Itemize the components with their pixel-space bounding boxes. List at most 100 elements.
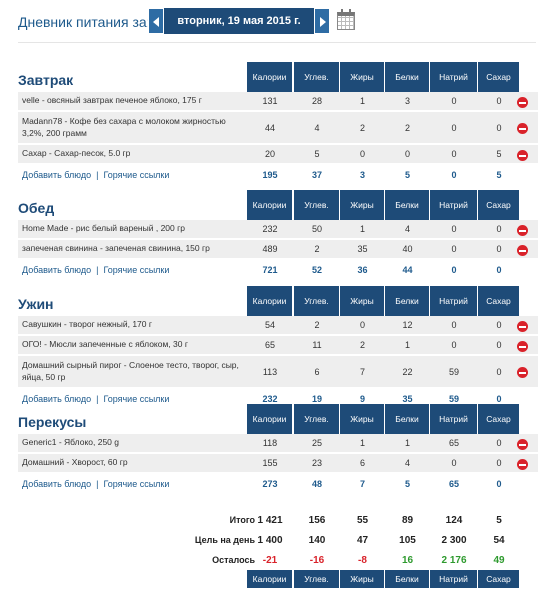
food-protein: 22 (385, 356, 430, 387)
summary-goal-fat: 47 (340, 530, 385, 550)
meal-total-carbs: 48 (294, 474, 340, 494)
food-sugar: 0 (478, 356, 520, 387)
delete-icon[interactable] (517, 321, 528, 332)
food-calories: 20 (247, 145, 293, 163)
meal-title: Завтрак (18, 72, 73, 88)
quick-links-link[interactable]: Горячие ссылки (103, 394, 169, 404)
food-name[interactable]: Савушкин - творог нежный, 170 г (22, 316, 246, 334)
food-sugar: 0 (478, 454, 520, 472)
delete-icon[interactable] (517, 123, 528, 134)
column-header-protein: Белки (385, 404, 430, 434)
food-name-text: velle - овсяный завтрак печеное яблоко, … (22, 95, 202, 106)
summary-total-sodium: 124 (430, 510, 478, 530)
meal-header: Завтрак Калории Углев. Жиры Белки Натрий Сахар (18, 62, 538, 92)
quick-links-link[interactable]: Горячие ссылки (103, 170, 169, 180)
meal-total-carbs: 52 (294, 260, 340, 280)
food-carbs: 4 (294, 112, 340, 143)
delete-icon[interactable] (517, 225, 528, 236)
column-header-sugar: Сахар (478, 286, 520, 316)
food-protein: 1 (385, 336, 430, 354)
summary-goal-protein: 105 (385, 530, 430, 550)
add-food-link[interactable]: Добавить блюдо (22, 170, 91, 180)
delete-icon[interactable] (517, 439, 528, 450)
meal-total-sodium: 0 (430, 165, 478, 185)
food-name-text: Generic1 - Яблоко, 250 g (22, 437, 119, 448)
column-header-protein: Белки (385, 62, 430, 92)
food-sodium: 0 (430, 112, 478, 143)
footer-header-sugar: Сахар (478, 570, 520, 588)
food-name[interactable]: Madann78 - Кофе без сахара с молоком жир… (22, 112, 246, 143)
food-name[interactable]: Generic1 - Яблоко, 250 g (22, 434, 246, 452)
column-header-carbs: Углев. (294, 286, 340, 316)
food-name[interactable]: Домашний сырный пирог - Слоеное тесто, т… (22, 356, 246, 387)
column-header-protein: Белки (385, 286, 430, 316)
meal-total-protein: 44 (385, 260, 430, 280)
food-name-text: Савушкин - творог нежный, 170 г (22, 319, 152, 330)
link-separator: | (96, 394, 98, 404)
delete-icon[interactable] (517, 341, 528, 352)
summary-remaining-row: Осталось -21 -16 -8 16 2 176 49 (18, 550, 538, 570)
quick-links-link[interactable]: Горячие ссылки (103, 265, 169, 275)
food-sodium: 0 (430, 240, 478, 258)
food-carbs: 25 (294, 434, 340, 452)
food-fat: 1 (340, 434, 385, 452)
add-food-link[interactable]: Добавить блюдо (22, 479, 91, 489)
food-row: Домашний - Хворост, 60 гр 155 23 6 4 0 0 (18, 454, 538, 474)
summary-left-sodium: 2 176 (430, 550, 478, 570)
meal-totals-row: Добавить блюдо | Горячие ссылки 195 37 3 5 0 5 (18, 165, 538, 185)
delete-icon[interactable] (517, 97, 528, 108)
food-row: velle - овсяный завтрак печеное яблоко, … (18, 92, 538, 112)
summary-goal-row: Цель на день 1 400 140 47 105 2 300 54 (18, 530, 538, 550)
footer-column-headers: Калории Углев. Жиры Белки Натрий Сахар (18, 570, 538, 588)
delete-icon[interactable] (517, 367, 528, 378)
quick-links-link[interactable]: Горячие ссылки (103, 479, 169, 489)
meal-total-carbs: 37 (294, 165, 340, 185)
food-sodium: 59 (430, 356, 478, 387)
food-name[interactable]: Сахар - Сахар-песок, 5.0 гр (22, 145, 246, 163)
food-fat: 0 (340, 145, 385, 163)
meal-total-sodium: 65 (430, 474, 478, 494)
food-protein: 4 (385, 454, 430, 472)
column-header-calories: Калории (247, 286, 293, 316)
column-header-calories: Калории (247, 190, 293, 220)
food-name[interactable]: Home Made - рис белый вареный , 200 гр (22, 220, 246, 238)
add-food-link[interactable]: Добавить блюдо (22, 265, 91, 275)
next-day-button[interactable] (314, 8, 330, 34)
food-name[interactable]: ОГО! - Мюсли запеченные с яблоком, 30 г (22, 336, 246, 354)
food-fat: 6 (340, 454, 385, 472)
meal-total-fat: 36 (340, 260, 385, 280)
column-header-fat: Жиры (340, 404, 385, 434)
food-name[interactable]: Домашний - Хворост, 60 гр (22, 454, 246, 472)
link-separator: | (96, 265, 98, 275)
food-fat: 1 (340, 92, 385, 110)
meal-total-sodium: 0 (430, 260, 478, 280)
add-food-link[interactable]: Добавить блюдо (22, 394, 91, 404)
meal-total-fat: 3 (340, 165, 385, 185)
summary-total-carbs: 156 (294, 510, 340, 530)
delete-icon[interactable] (517, 150, 528, 161)
column-header-sodium: Натрий (430, 286, 478, 316)
food-sodium: 0 (430, 454, 478, 472)
column-header-fat: Жиры (340, 62, 385, 92)
prev-day-button[interactable] (148, 8, 164, 34)
delete-icon[interactable] (517, 245, 528, 256)
food-fat: 35 (340, 240, 385, 258)
food-sugar: 0 (478, 434, 520, 452)
food-name[interactable]: запеченая свинина - запеченая свинина, 1… (22, 240, 246, 258)
footer-header-carbs: Углев. (294, 570, 340, 588)
food-row: Madann78 - Кофе без сахара с молоком жир… (18, 112, 538, 145)
food-name[interactable]: velle - овсяный завтрак печеное яблоко, … (22, 92, 246, 110)
column-header-sodium: Натрий (430, 190, 478, 220)
meal-total-calories: 273 (247, 474, 293, 494)
delete-icon[interactable] (517, 459, 528, 470)
food-sugar: 0 (478, 240, 520, 258)
summary-left-fat: -8 (340, 550, 385, 570)
meal-links: Добавить блюдо | Горячие ссылки (22, 265, 169, 275)
food-calories: 44 (247, 112, 293, 143)
footer-header-calories: Калории (247, 570, 293, 588)
food-row: Савушкин - творог нежный, 170 г 54 2 0 12 0 0 (18, 316, 538, 336)
meal-total-sugar: 0 (478, 474, 520, 494)
calendar-icon[interactable] (337, 12, 355, 30)
summary-goal-label: Цель на день (195, 535, 255, 545)
footer-header-sodium: Натрий (430, 570, 478, 588)
